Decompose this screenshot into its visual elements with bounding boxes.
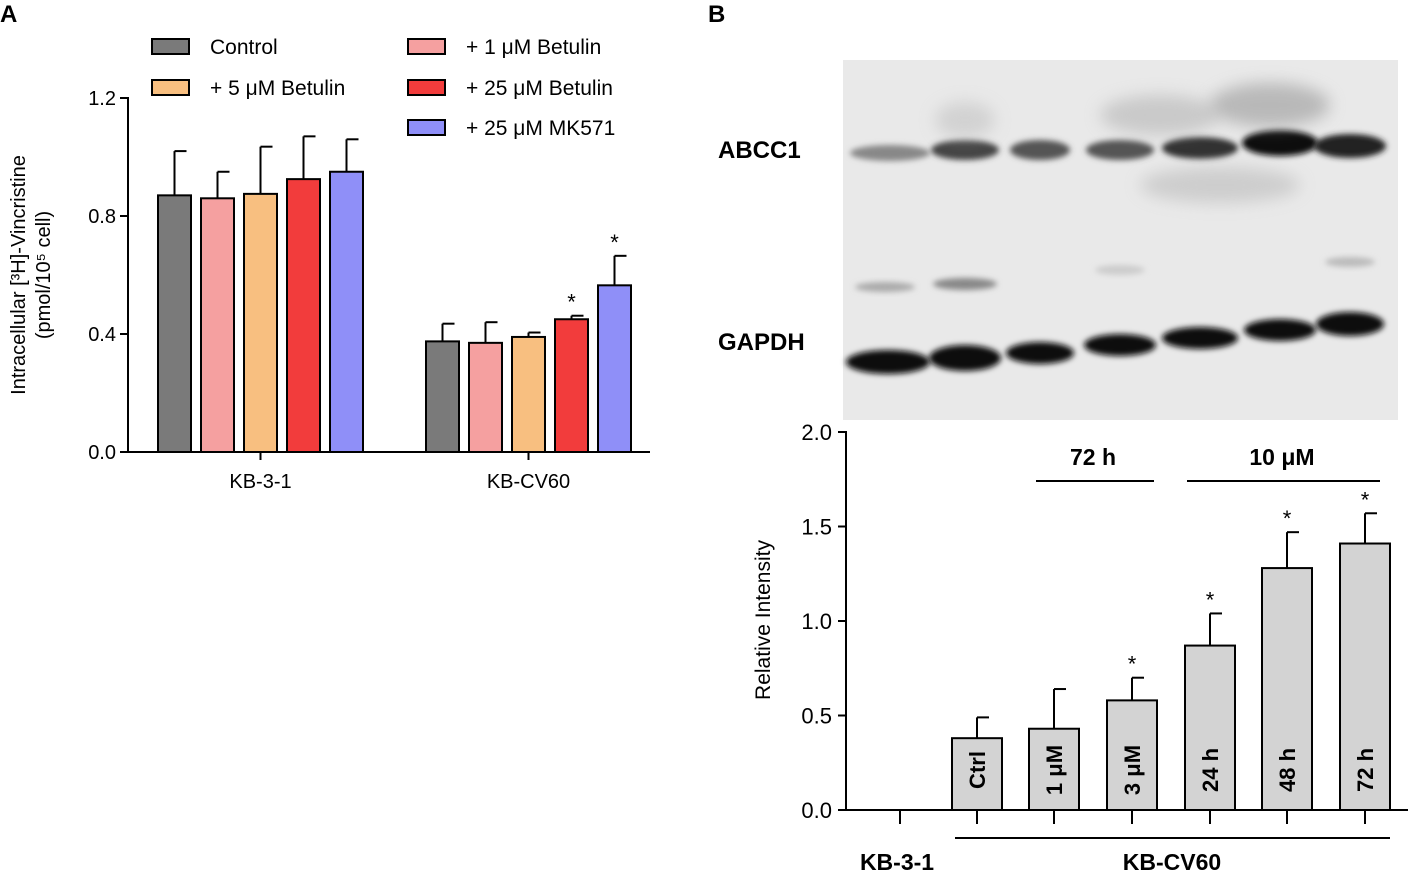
panel-a-bar — [243, 192, 278, 453]
legend-swatch — [151, 38, 190, 55]
panel-a-significance-marker: * — [610, 230, 619, 255]
panel-b-bar-label: 3 μM — [1120, 745, 1145, 795]
panel-b-ytick-label: 1.5 — [801, 515, 832, 540]
panel-b-significance-marker: * — [1283, 506, 1292, 531]
panel-b-chart: Relative Intensity 0.0 0.5 1.0 1.5 2.0 Ctrl 1… — [752, 420, 1408, 873]
faint-middle-bands — [855, 257, 1375, 292]
abcc1-bands — [850, 83, 1386, 203]
panel-b-bar-label: 72 h — [1353, 748, 1378, 792]
panel-b-bar — [1028, 727, 1080, 811]
legend-label: + 25 μM MK571 — [466, 117, 615, 140]
panel-a-bar — [286, 178, 321, 453]
legend-swatch — [407, 79, 446, 96]
time-bracket-label: 72 h — [1070, 444, 1116, 470]
panel-a-ylabel-line2: (pmol/10⁵ cell) — [33, 211, 55, 339]
panel-a-legend: Control + 1 μM Betulin + 5 μM Betulin + 25 … — [151, 36, 615, 140]
panel-a-bar — [597, 284, 632, 454]
panel-a-bar — [425, 340, 460, 453]
panel-b-significance-marker: * — [1206, 587, 1215, 612]
panel-b-bar — [1184, 644, 1236, 811]
legend-label: + 25 μM Betulin — [466, 77, 613, 100]
panel-a-significance-marker: * — [567, 290, 576, 315]
panel-b-bar-label: Ctrl — [965, 751, 990, 789]
legend-entry: + 5 μM Betulin — [151, 77, 345, 100]
panel-a-bar — [329, 170, 364, 453]
panel-a-ytick-label: 1.2 — [88, 88, 116, 110]
panel-b-ytick-label: 2.0 — [801, 420, 832, 445]
panel-a-bar — [468, 341, 503, 454]
panel-b-ytick-label: 0.5 — [801, 704, 832, 729]
legend-label: + 1 μM Betulin — [466, 36, 601, 59]
panel-a-bar — [554, 318, 589, 453]
gapdh-label: GAPDH — [718, 329, 805, 356]
panel-b-bars: Ctrl 1 μM 3 μM * 24 h * 48 h * 72 h * — [951, 487, 1391, 812]
panel-b-group-brackets: 72 h 10 μM KB-3-1 KB-CV60 — [860, 444, 1390, 873]
legend-swatch — [151, 79, 190, 96]
panel-b-label: B — [708, 1, 725, 28]
legend-entry: + 25 μM MK571 — [407, 117, 615, 140]
panel-b-bar-label: 24 h — [1198, 748, 1223, 792]
western-blot-image: ABCC1 GAPDH — [718, 60, 1398, 420]
panel-b-bar — [1261, 567, 1313, 812]
panel-b-bar-label: 1 μM — [1042, 745, 1067, 795]
cell-right-label: KB-CV60 — [1123, 849, 1221, 873]
panel-a-bar — [157, 194, 192, 453]
panel-a-chart: Control + 1 μM Betulin + 5 μM Betulin + 25 … — [8, 36, 650, 493]
legend-entry: + 25 μM Betulin — [407, 77, 613, 100]
panel-b-ylabel: Relative Intensity — [752, 540, 775, 700]
panel-a-ytick-label: 0.4 — [88, 324, 116, 346]
panel-a-bar — [200, 197, 235, 453]
panel-b-bar-label: 48 h — [1275, 748, 1300, 792]
panel-a-bars: ** — [157, 135, 632, 454]
cell-left-label: KB-3-1 — [860, 849, 934, 873]
gapdh-bands — [846, 312, 1384, 374]
panel-b-significance-marker: * — [1361, 487, 1370, 512]
panel-b-bar — [1106, 699, 1158, 812]
panel-b-ytick-label: 0.0 — [801, 798, 832, 823]
panel-b-bar — [951, 737, 1003, 811]
abcc1-label: ABCC1 — [718, 137, 801, 164]
dose-bracket-label: 10 μM — [1249, 444, 1314, 470]
panel-b-bar — [1339, 542, 1391, 811]
panel-a-category-label: KB-3-1 — [229, 471, 291, 493]
panel-a-bar — [511, 335, 546, 454]
legend-swatch — [407, 119, 446, 136]
legend-label: + 5 μM Betulin — [210, 77, 345, 100]
legend-label: Control — [210, 36, 278, 59]
panel-a-category-label: KB-CV60 — [487, 471, 570, 493]
panel-a-label: A — [0, 1, 17, 28]
legend-swatch — [407, 38, 446, 55]
panel-b-significance-marker: * — [1128, 652, 1137, 677]
panel-a-ylabel-line1: Intracellular [³H]-Vincristine — [8, 155, 30, 395]
legend-entry: + 1 μM Betulin — [407, 36, 601, 59]
panel-a-ytick-label: 0.8 — [88, 206, 116, 228]
panel-b-ytick-label: 1.0 — [801, 609, 832, 634]
legend-entry: Control — [151, 36, 278, 59]
panel-a-ytick-label: 0.0 — [88, 442, 116, 464]
